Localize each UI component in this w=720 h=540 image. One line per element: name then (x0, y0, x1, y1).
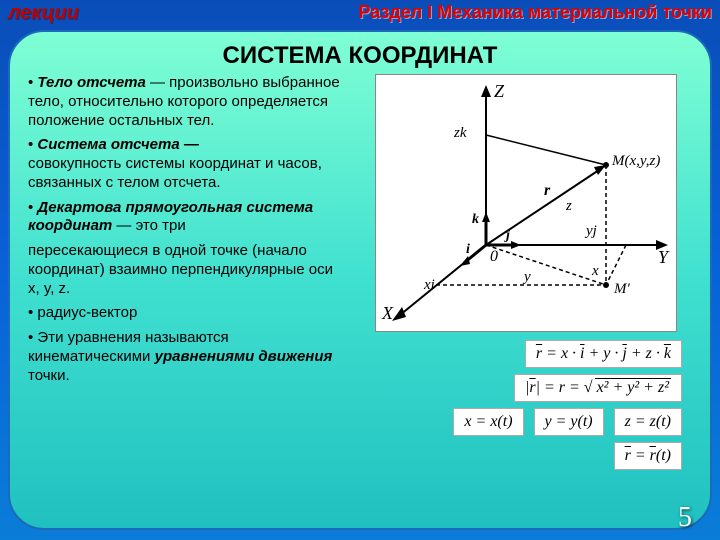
header-section: Раздел I Механика материальной точки (358, 2, 712, 25)
xi-label: xi (423, 277, 435, 293)
text-system-rest: совокупность системы координат и часов, … (28, 155, 322, 191)
bullet-equations: • Эти уравнения называются кинематически… (28, 329, 348, 385)
term-system: Система отсчета — (37, 136, 198, 153)
content-card: СИСТЕМА КООРДИНАТ • Тело отсчета — произ… (8, 30, 712, 530)
para-reference-system: • Система отсчета — совокупность системы… (28, 136, 348, 192)
point-m-label: M(x,y,z) (611, 153, 660, 169)
text-cart-rest: — это три (112, 217, 185, 234)
axis-z-label: Z (494, 81, 505, 101)
formula-z-t: z = z(t) (614, 408, 682, 436)
x-seg-label: x (591, 263, 599, 279)
formula-r-t: r = r(t) (614, 442, 682, 470)
header-lectures: лекции (8, 2, 79, 25)
page-number: 5 (678, 502, 692, 534)
formula-block: r = x · i + y · j + z · k |r| = r = √x² … (360, 340, 692, 470)
term-body: Тело отсчета (37, 74, 145, 91)
figure-column: Z Y X 0 M(x,y,z) r M′ (360, 74, 692, 470)
page-title: СИСТЕМА КООРДИНАТ (28, 42, 692, 70)
formula-r-vector: r = x · i + y · j + z · k (525, 340, 682, 368)
bullet-radius: • радиус-вектор (28, 304, 348, 323)
vector-r-label: r (544, 182, 551, 199)
para-body-reference: • Тело отсчета — произвольно выбранное т… (28, 74, 348, 130)
formula-x-t: x = x(t) (453, 408, 523, 436)
point-mprime-label: M′ (613, 281, 630, 297)
y-seg-label: y (522, 269, 531, 285)
origin-label: 0 (490, 248, 498, 265)
text-eq-c: точки. (28, 367, 70, 384)
text-column: • Тело отсчета — произвольно выбранное т… (28, 74, 348, 470)
coordinate-diagram: Z Y X 0 M(x,y,z) r M′ (375, 74, 677, 332)
formula-y-t: y = y(t) (534, 408, 604, 436)
term-eq-b: уравнениями движения (155, 348, 333, 365)
unit-i-label: i (466, 242, 470, 257)
unit-k-label: k (472, 212, 479, 227)
para-cartesian-cont: пересекающиеся в одной точке (начало коо… (28, 242, 348, 298)
axis-x-label: X (381, 303, 394, 323)
para-cartesian: • Декартова прямоугольная система коорди… (28, 199, 348, 237)
yj-label: yj (584, 223, 597, 239)
zk-label: zk (453, 125, 467, 141)
z-seg-label: z (565, 198, 572, 214)
formula-r-magnitude: |r| = r = √x² + y² + z² (514, 374, 682, 402)
